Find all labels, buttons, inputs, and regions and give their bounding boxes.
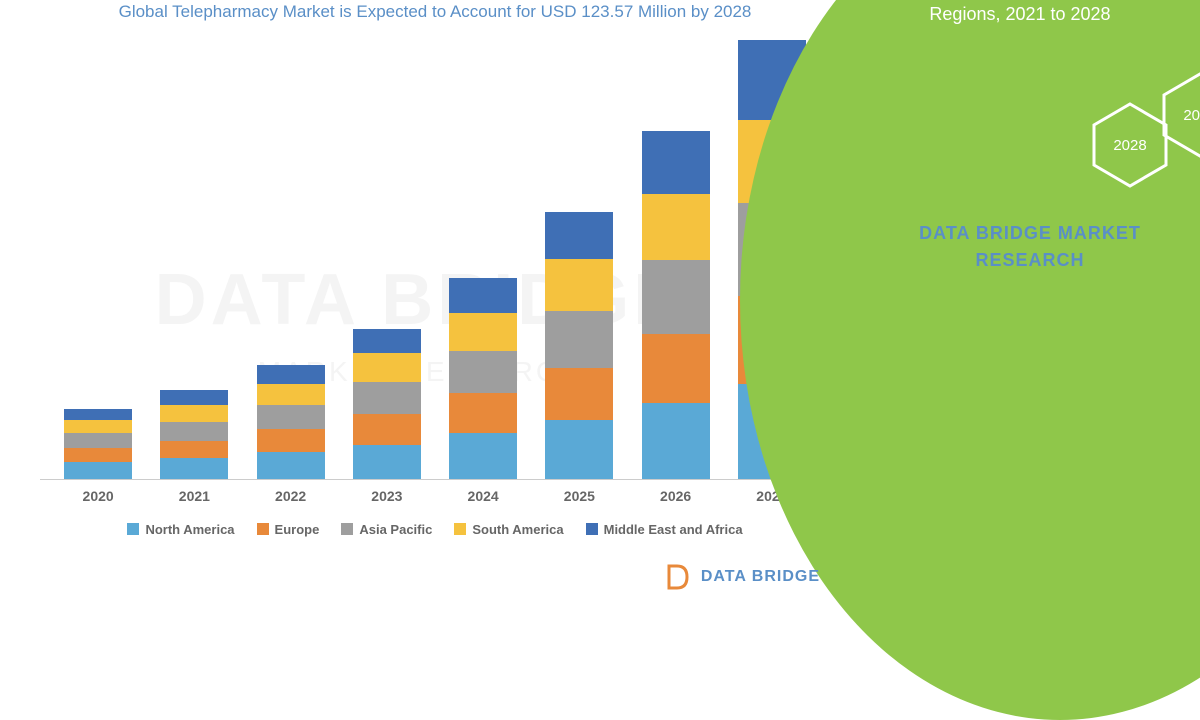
legend-swatch (454, 523, 466, 535)
bar-segment (160, 441, 228, 458)
x-label: 2023 (351, 488, 423, 504)
legend-label: North America (145, 522, 234, 537)
bar-segment (353, 414, 421, 444)
legend-label: Europe (275, 522, 320, 537)
bar-segment (64, 448, 132, 461)
chart-title: Global Telepharmacy Market is Expected t… (40, 0, 830, 40)
bar-group (158, 390, 230, 479)
bar-group (543, 212, 615, 479)
hexagon-2021: 2021 (1160, 70, 1200, 160)
x-label: 2024 (447, 488, 519, 504)
x-label: 2022 (255, 488, 327, 504)
bar-segment (257, 429, 325, 452)
x-label: 2026 (640, 488, 712, 504)
bar-segment (449, 393, 517, 433)
bar-stack (353, 329, 421, 479)
legend-item: North America (127, 522, 234, 537)
bar-segment (449, 433, 517, 479)
bar-segment (160, 458, 228, 479)
bar-stack (257, 365, 325, 479)
bar-segment (353, 445, 421, 479)
bar-stack (449, 278, 517, 478)
bar-segment (449, 278, 517, 312)
bar-stack (64, 409, 132, 479)
hex-label-2021: 2021 (1183, 107, 1200, 124)
hexagon-2028: 2028 (1090, 100, 1170, 190)
legend-swatch (127, 523, 139, 535)
bar-segment (257, 365, 325, 384)
legend-item: South America (454, 522, 563, 537)
bar-stack (160, 390, 228, 479)
bar-segment (449, 351, 517, 394)
bar-segment (642, 194, 710, 261)
x-label: 2021 (158, 488, 230, 504)
legend: North America Europe Asia Pacific South Ame… (40, 522, 830, 537)
bar-segment (449, 313, 517, 351)
hex-label-2028: 2028 (1113, 137, 1146, 154)
bar-group (351, 329, 423, 479)
bar-segment (64, 420, 132, 433)
x-axis-labels: 20202021202220232024202520262027 (40, 480, 830, 504)
bar-group (447, 278, 519, 478)
bar-segment (257, 405, 325, 430)
bar-segment (64, 433, 132, 448)
bar-group (62, 409, 134, 479)
bar-segment (160, 422, 228, 441)
bar-segment (545, 368, 613, 420)
legend-swatch (586, 523, 598, 535)
bar-segment (353, 353, 421, 382)
bar-segment (257, 384, 325, 405)
bar-segment (257, 452, 325, 479)
chart-area: Global Telepharmacy Market is Expected t… (40, 0, 830, 560)
bar-segment (353, 382, 421, 414)
logo-text: DATA BRIDGE (701, 568, 820, 586)
bar-segment (642, 334, 710, 402)
bar-group (640, 131, 712, 479)
bar-segment (64, 409, 132, 420)
legend-label: South America (472, 522, 563, 537)
bar-segment (353, 329, 421, 354)
legend-swatch (257, 523, 269, 535)
bar-segment (64, 462, 132, 479)
brand-text: DATA BRIDGE MARKET RESEARCH (890, 220, 1170, 274)
legend-item: Asia Pacific (341, 522, 432, 537)
bar-segment (642, 403, 710, 479)
bar-segment (545, 420, 613, 479)
bars-container (40, 40, 830, 480)
bar-segment (545, 259, 613, 310)
x-label: 2025 (543, 488, 615, 504)
logo-mark-icon (663, 562, 693, 592)
bar-stack (545, 212, 613, 479)
bar-stack (642, 131, 710, 479)
bar-segment (160, 405, 228, 422)
brand-line-1: DATA BRIDGE MARKET (890, 220, 1170, 247)
bar-group (255, 365, 327, 479)
x-label: 2020 (62, 488, 134, 504)
bar-segment (642, 131, 710, 194)
bar-segment (545, 212, 613, 260)
brand-line-2: RESEARCH (890, 247, 1170, 274)
legend-item: Middle East and Africa (586, 522, 743, 537)
right-panel: Regions, 2021 to 2028 2028 2021 DATA BRI… (830, 0, 1200, 600)
legend-label: Middle East and Africa (604, 522, 743, 537)
right-panel-title: Regions, 2021 to 2028 (870, 4, 1170, 25)
legend-swatch (341, 523, 353, 535)
bar-segment (642, 260, 710, 334)
bar-segment (545, 311, 613, 368)
legend-label: Asia Pacific (359, 522, 432, 537)
legend-item: Europe (257, 522, 320, 537)
bottom-logo: DATA BRIDGE (663, 562, 820, 592)
bar-segment (160, 390, 228, 405)
